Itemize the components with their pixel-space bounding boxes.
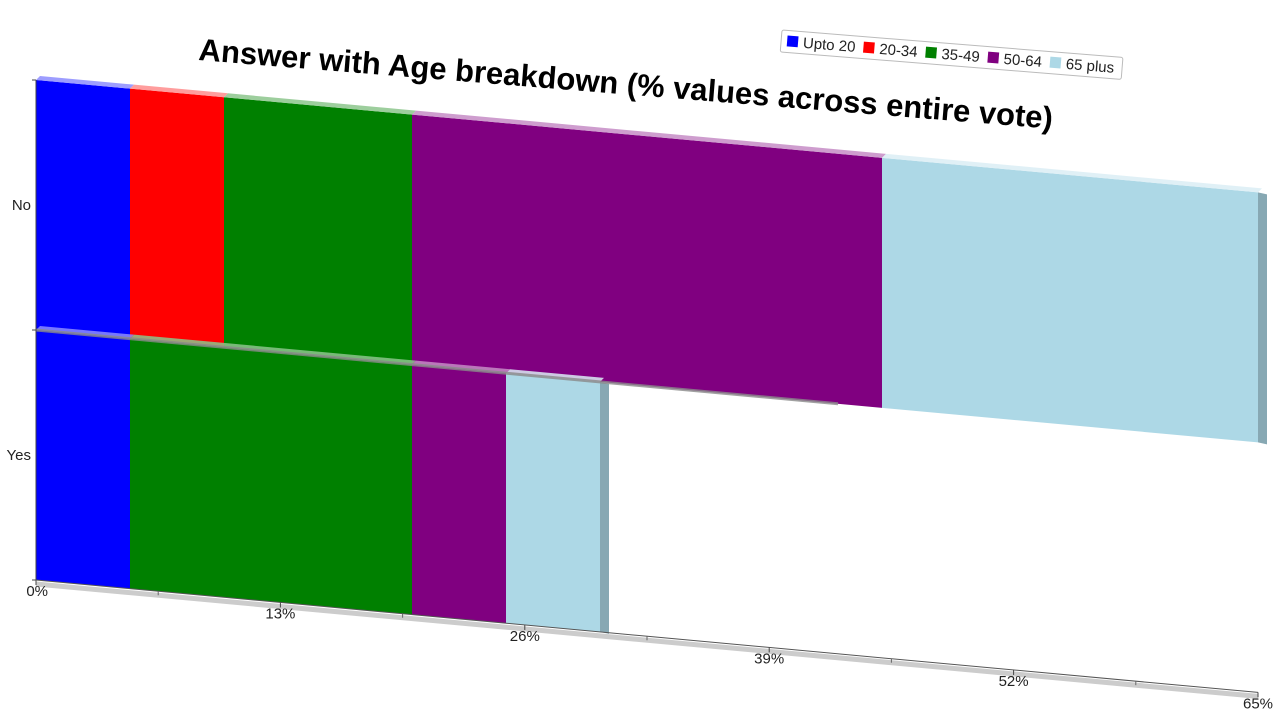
bar-yes-50-64 xyxy=(412,364,506,624)
bar-top-no-upto-20 xyxy=(36,76,134,89)
category-separator xyxy=(35,328,839,406)
bar-no-65-plus xyxy=(882,157,1258,443)
bar-no-50-64 xyxy=(412,114,882,408)
legend-label-20-34: 20-34 xyxy=(879,41,919,61)
bar-top-no-50-64 xyxy=(412,110,886,158)
bar-top-no-20-34 xyxy=(130,84,228,98)
bar-end-face-yes xyxy=(600,381,609,634)
x-tick-label-1: 13% xyxy=(265,605,295,622)
legend: Upto 20 20-34 35-49 50-64 65 plus xyxy=(779,29,1124,80)
legend-label-35-49: 35-49 xyxy=(941,46,981,66)
x-tick-label-4: 52% xyxy=(999,673,1029,690)
legend-swatch-upto-20 xyxy=(786,35,799,48)
bar-top-no-35-49 xyxy=(224,93,416,115)
legend-label-50-64: 50-64 xyxy=(1003,51,1043,71)
x-tick-label-0: 0% xyxy=(26,583,48,600)
bar-no-upto-20 xyxy=(36,80,130,339)
x-tick-label-2: 26% xyxy=(510,628,540,645)
bar-yes-35-49 xyxy=(130,338,412,615)
bar-end-face-no xyxy=(1258,192,1267,445)
legend-label-upto-20: Upto 20 xyxy=(802,35,856,56)
bar-yes-upto-20 xyxy=(36,330,130,589)
legend-swatch-50-64 xyxy=(987,51,1000,64)
y-tick-label-yes: Yes xyxy=(7,447,31,464)
floor-shadow xyxy=(35,581,1259,699)
plot-area: No Yes 0% 13% 26% 39% 52% 65% xyxy=(7,76,1273,712)
x-tick-label-5: 65% xyxy=(1243,695,1273,712)
legend-label-65-plus: 65 plus xyxy=(1065,56,1115,77)
y-tick-label-no: No xyxy=(12,197,31,214)
x-tick-label-3: 39% xyxy=(754,650,784,667)
legend-swatch-20-34 xyxy=(862,41,875,54)
legend-swatch-35-49 xyxy=(925,46,938,59)
bar-no-35-49 xyxy=(224,97,412,365)
bar-no-20-34 xyxy=(130,88,224,348)
legend-swatch-65-plus xyxy=(1049,56,1062,69)
bar-top-no-65-plus xyxy=(882,153,1262,193)
bar-yes-65-plus xyxy=(506,373,600,632)
